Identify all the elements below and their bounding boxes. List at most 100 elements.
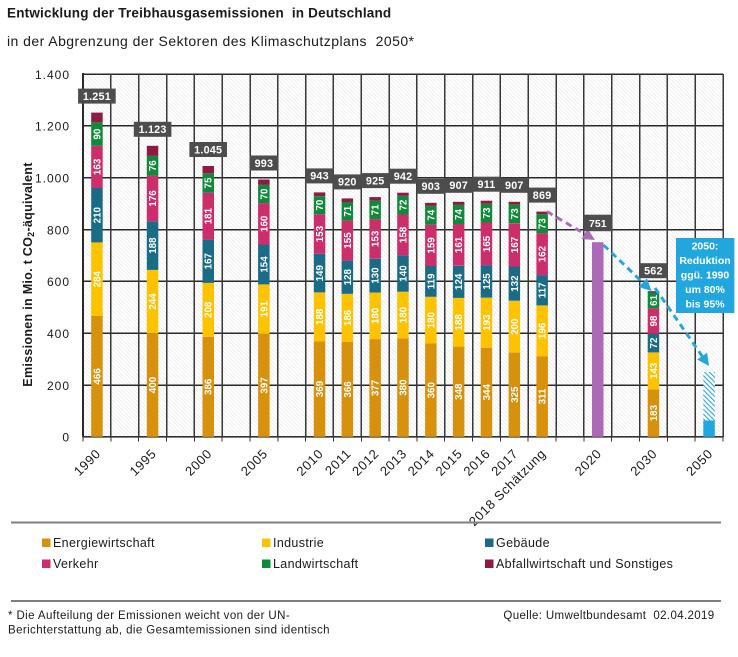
svg-text:98: 98	[649, 315, 660, 326]
svg-text:Abfallwirtschaft und Sonstiges: Abfallwirtschaft und Sonstiges	[496, 557, 673, 571]
svg-text:153: 153	[315, 225, 326, 242]
svg-text:Emissionen in Mio. t CO2-äquiv: Emissionen in Mio. t CO2-äquivalent	[21, 162, 36, 387]
svg-text:73: 73	[538, 218, 549, 229]
svg-text:154: 154	[259, 256, 270, 273]
svg-text:74: 74	[426, 209, 437, 220]
svg-text:920: 920	[338, 177, 357, 189]
svg-text:181: 181	[204, 207, 215, 224]
svg-text:1.200: 1.200	[35, 120, 70, 134]
svg-text:Energiewirtschaft: Energiewirtschaft	[53, 536, 155, 550]
svg-text:360: 360	[426, 381, 437, 398]
svg-text:903: 903	[421, 181, 440, 193]
svg-text:188: 188	[454, 314, 465, 331]
svg-text:130: 130	[371, 267, 382, 284]
svg-text:72: 72	[399, 199, 410, 210]
svg-text:943: 943	[310, 171, 329, 183]
svg-text:132: 132	[510, 275, 521, 292]
svg-text:0: 0	[62, 431, 70, 445]
svg-text:196: 196	[538, 322, 549, 339]
svg-text:942: 942	[394, 171, 413, 183]
svg-text:72: 72	[649, 337, 660, 348]
svg-text:Entwicklung der Treibhausgasem: Entwicklung der Treibhausgasemissionen i…	[7, 5, 391, 20]
svg-text:161: 161	[454, 236, 465, 253]
svg-text:75: 75	[204, 177, 215, 188]
svg-text:1.123: 1.123	[139, 124, 167, 136]
svg-text:* Die Aufteilung der Emissione: * Die Aufteilung der Emissionen weicht v…	[8, 610, 290, 622]
svg-text:61: 61	[649, 294, 660, 305]
svg-text:386: 386	[204, 378, 215, 395]
svg-text:90: 90	[92, 128, 103, 139]
svg-text:188: 188	[148, 237, 159, 254]
svg-text:117: 117	[538, 282, 549, 298]
svg-text:71: 71	[371, 204, 382, 215]
svg-text:200: 200	[510, 318, 521, 335]
svg-text:160: 160	[259, 215, 270, 232]
svg-text:1.000: 1.000	[35, 172, 70, 186]
svg-text:71: 71	[343, 205, 354, 216]
svg-text:925: 925	[366, 175, 385, 187]
svg-text:397: 397	[259, 377, 270, 394]
svg-text:244: 244	[148, 293, 159, 310]
svg-text:191: 191	[259, 300, 270, 317]
svg-text:751: 751	[589, 218, 607, 230]
svg-text:167: 167	[204, 252, 215, 269]
svg-text:180: 180	[426, 311, 437, 328]
svg-text:208: 208	[204, 301, 215, 318]
svg-text:74: 74	[454, 209, 465, 220]
svg-text:188: 188	[315, 308, 326, 325]
svg-text:907: 907	[449, 180, 468, 192]
svg-text:Landwirtschaft: Landwirtschaft	[273, 557, 359, 571]
svg-text:562: 562	[644, 266, 663, 278]
svg-text:159: 159	[426, 237, 437, 254]
svg-text:162: 162	[538, 245, 549, 262]
svg-text:348: 348	[454, 383, 465, 400]
svg-text:155: 155	[343, 232, 354, 249]
svg-text:bis 95%: bis 95%	[685, 299, 725, 311]
svg-text:163: 163	[92, 158, 103, 175]
svg-text:Reduktion: Reduktion	[679, 255, 730, 267]
svg-text:466: 466	[92, 368, 103, 385]
svg-text:993: 993	[255, 158, 274, 170]
svg-text:284: 284	[92, 270, 103, 287]
svg-text:400: 400	[148, 376, 159, 393]
svg-text:600: 600	[47, 275, 70, 289]
svg-text:1.400: 1.400	[35, 68, 70, 82]
svg-text:70: 70	[259, 188, 270, 199]
svg-text:Quelle: Umweltbundesamt 02.04: Quelle: Umweltbundesamt 02.04.2019	[503, 610, 714, 622]
svg-text:167: 167	[510, 236, 521, 253]
svg-text:140: 140	[399, 265, 410, 282]
svg-text:186: 186	[343, 309, 354, 326]
svg-text:193: 193	[482, 314, 493, 331]
svg-text:Berichterstattung ab, die Gesa: Berichterstattung ab, die Gesamtemission…	[8, 625, 330, 637]
svg-text:158: 158	[399, 226, 410, 243]
svg-text:70: 70	[315, 199, 326, 210]
svg-text:Verkehr: Verkehr	[53, 557, 99, 571]
svg-text:Gebäude: Gebäude	[496, 536, 550, 550]
svg-text:2050:: 2050:	[692, 241, 719, 253]
svg-text:800: 800	[47, 223, 70, 237]
svg-text:128: 128	[343, 268, 354, 285]
svg-text:73: 73	[482, 207, 493, 218]
svg-text:73: 73	[510, 208, 521, 219]
svg-text:311: 311	[538, 388, 549, 404]
svg-text:380: 380	[399, 379, 410, 396]
svg-text:366: 366	[343, 381, 354, 398]
svg-text:153: 153	[371, 230, 382, 247]
svg-text:400: 400	[47, 327, 70, 341]
svg-text:907: 907	[505, 180, 524, 192]
svg-text:869: 869	[533, 190, 552, 202]
svg-text:200: 200	[47, 379, 70, 393]
svg-text:180: 180	[371, 307, 382, 324]
svg-text:210: 210	[92, 206, 103, 223]
svg-text:180: 180	[399, 306, 410, 323]
svg-text:325: 325	[510, 386, 521, 403]
svg-text:377: 377	[371, 379, 382, 396]
svg-text:in der Abgrenzung der Sektoren: in der Abgrenzung der Sektoren des Klima…	[7, 33, 415, 49]
svg-text:911: 911	[477, 179, 495, 191]
svg-text:1.045: 1.045	[194, 144, 222, 156]
svg-text:119: 119	[426, 273, 437, 289]
svg-text:176: 176	[148, 190, 159, 207]
svg-text:ggü. 1990: ggü. 1990	[681, 270, 730, 282]
svg-text:149: 149	[315, 264, 326, 281]
svg-text:76: 76	[148, 160, 159, 171]
